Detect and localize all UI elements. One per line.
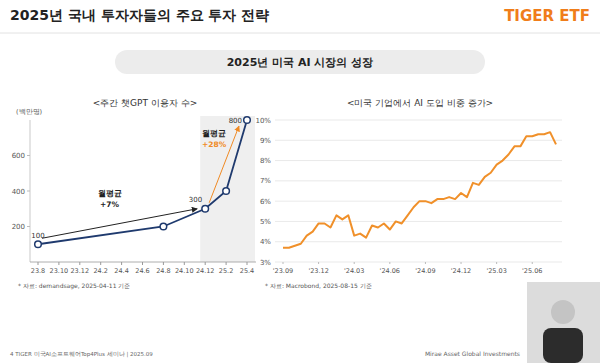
y-tick-label: 400	[12, 188, 25, 196]
chart-title: <주간 챗GPT 이용자 수>	[93, 98, 198, 108]
data-label: 100	[31, 232, 44, 240]
slide: 2025년 국내 투자자들의 주요 투자 전략 TIGER ETF 2025년 미국…	[0, 0, 600, 363]
x-tick-label: 25.4	[240, 267, 254, 275]
banner-text: 2025년 미국 AI 시장의 성장	[227, 56, 374, 69]
logo: TIGER ETF	[504, 7, 590, 25]
y-tick	[27, 226, 30, 227]
x-tick	[100, 262, 101, 265]
point	[244, 117, 251, 124]
annotation-text: +28%	[202, 140, 227, 149]
x-tick	[461, 262, 462, 264]
y-tick-label: 600	[12, 152, 25, 160]
x-tick-label: 25.2	[219, 267, 233, 275]
annotation-label: 월평균	[202, 129, 226, 138]
y-tick-label: 4%	[260, 238, 271, 246]
x-tick	[58, 262, 59, 265]
x-tick	[184, 262, 185, 265]
grid-line	[275, 180, 562, 181]
y-tick-label: 9%	[260, 137, 271, 145]
data-label: 300	[189, 196, 202, 204]
grid-line	[275, 221, 562, 222]
x-tick-label: '23.12	[308, 267, 328, 275]
x-tick	[142, 262, 143, 265]
footer-right: Mirae Asset Global Investments	[425, 350, 520, 357]
y-tick-label: 7%	[260, 177, 271, 185]
y-tick-label: 3%	[260, 259, 271, 267]
x-tick-label: 24.6	[135, 267, 149, 275]
x-tick-label: '25.06	[522, 267, 542, 275]
x-tick-label: 23.8	[31, 267, 45, 275]
x-tick-label: 23.12	[70, 267, 89, 275]
plot-area	[35, 117, 251, 248]
x-tick-label: '24.06	[380, 267, 400, 275]
x-tick	[121, 262, 122, 265]
grid-line	[275, 120, 562, 121]
x-tick-label: '24.03	[344, 267, 364, 275]
data-label: 800	[229, 117, 242, 125]
y-tick	[27, 191, 30, 192]
x-tick-label: '24.09	[415, 267, 435, 275]
background	[0, 0, 600, 363]
source-note: * 자료: demandsage, 2025-04-11 기준	[18, 282, 130, 290]
x-tick-label: 24.10	[175, 267, 194, 275]
plot-area	[283, 132, 556, 248]
video-figure	[551, 300, 575, 324]
grid-line	[275, 140, 562, 141]
x-tick	[247, 262, 248, 265]
x-tick-label: '23.09	[273, 267, 293, 275]
y-tick-label: 200	[12, 223, 25, 231]
annotation-text: +7%	[100, 200, 120, 209]
x-tick	[226, 262, 227, 265]
x-tick	[354, 262, 355, 264]
x-tick-label: 24.2	[93, 267, 107, 275]
series-line	[283, 132, 556, 248]
chart-title: <미국 기업에서 AI 도입 비중 증가>	[347, 98, 493, 108]
series-line	[38, 120, 247, 244]
y-tick-label: 6%	[260, 198, 271, 206]
y-axis-label: (백만명)	[16, 108, 42, 116]
source-note: * 자료: Macrobond, 2025-08-15 기준	[265, 282, 372, 289]
header-title: 2025년 국내 투자자들의 주요 투자 전략	[10, 7, 269, 23]
point	[160, 223, 167, 230]
x-tick-label: '25.03	[486, 267, 506, 275]
grid-line	[275, 241, 562, 242]
trend-arrow	[42, 209, 197, 239]
chart-weekly-users: <주간 챗GPT 이용자 수> (백만명) 200 400 600 23.8 23.1023…	[12, 98, 256, 290]
y-tick-label: 8%	[260, 157, 271, 165]
x-tick-label: '24.12	[451, 267, 471, 275]
y-tick	[27, 155, 30, 156]
x-tick	[163, 262, 164, 265]
y-tick-label: 5%	[260, 218, 271, 226]
x-tick-label: 24.12	[196, 267, 215, 275]
y-tick-label: 10%	[255, 117, 271, 125]
video-figure	[543, 328, 583, 363]
x-tick	[496, 262, 497, 264]
x-tick	[79, 262, 80, 265]
x-tick-label: 23.10	[50, 267, 69, 275]
grid-line	[275, 262, 562, 263]
point	[35, 241, 42, 248]
x-tick	[38, 262, 39, 265]
x-tick-label: 24.4	[114, 267, 128, 275]
x-tick	[389, 262, 390, 264]
grid-line	[275, 160, 562, 161]
header-rule	[0, 33, 600, 34]
highlight-zone	[200, 116, 255, 262]
chart-ai-adoption: <미국 기업에서 AI 도입 비중 증가> 3% 4% 5% 6% 7% 8% 9% 10% '2…	[255, 98, 562, 289]
banner-box	[115, 50, 485, 74]
point	[202, 205, 209, 212]
x-tick	[283, 262, 284, 264]
point	[223, 188, 230, 195]
footer-left: 4 TIGER 미국AI소프트웨어Top4Plus 세미나 | 2025.09	[10, 351, 153, 358]
x-tick	[532, 262, 533, 264]
annotation-label: 월평균	[98, 189, 122, 198]
x-tick	[318, 262, 319, 264]
video-placeholder	[527, 282, 600, 363]
x-tick	[205, 262, 206, 265]
x-tick	[425, 262, 426, 264]
x-tick-label: 24.8	[156, 267, 170, 275]
